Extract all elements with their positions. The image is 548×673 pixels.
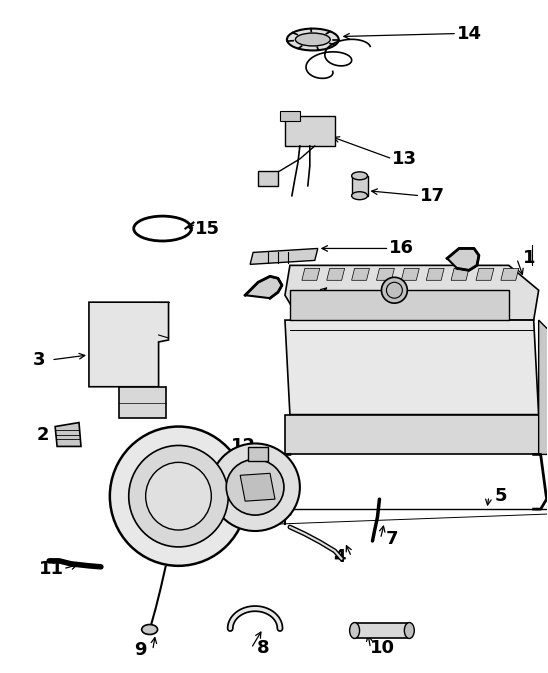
- Text: 8: 8: [257, 639, 270, 658]
- Text: 4: 4: [333, 548, 346, 566]
- Ellipse shape: [404, 623, 414, 639]
- Polygon shape: [451, 269, 469, 280]
- Polygon shape: [258, 171, 278, 186]
- Ellipse shape: [142, 625, 158, 635]
- Text: 3: 3: [33, 351, 45, 369]
- Text: 1: 1: [522, 250, 535, 267]
- Text: 2: 2: [37, 425, 49, 444]
- Polygon shape: [280, 111, 300, 121]
- Polygon shape: [327, 269, 345, 280]
- Polygon shape: [302, 269, 320, 280]
- Circle shape: [381, 277, 407, 303]
- Polygon shape: [245, 277, 282, 298]
- Text: 6: 6: [289, 296, 301, 314]
- Polygon shape: [352, 176, 368, 196]
- Ellipse shape: [287, 28, 339, 50]
- Polygon shape: [352, 269, 369, 280]
- Polygon shape: [447, 248, 479, 271]
- Ellipse shape: [352, 192, 368, 200]
- Text: 15: 15: [195, 219, 220, 238]
- Polygon shape: [290, 290, 509, 320]
- Text: 14: 14: [456, 24, 482, 42]
- Polygon shape: [285, 415, 539, 454]
- Ellipse shape: [129, 446, 228, 547]
- Polygon shape: [426, 269, 444, 280]
- Polygon shape: [476, 269, 494, 280]
- Text: 17: 17: [420, 186, 444, 205]
- Text: 10: 10: [370, 639, 395, 658]
- Polygon shape: [55, 423, 81, 446]
- Polygon shape: [501, 269, 519, 280]
- Polygon shape: [355, 623, 409, 639]
- Polygon shape: [89, 302, 169, 387]
- Text: 16: 16: [389, 240, 414, 258]
- Text: 7: 7: [386, 530, 398, 548]
- Ellipse shape: [146, 462, 212, 530]
- Polygon shape: [539, 320, 548, 454]
- Polygon shape: [248, 448, 268, 462]
- Polygon shape: [285, 116, 335, 146]
- Polygon shape: [119, 387, 165, 417]
- Polygon shape: [250, 248, 318, 264]
- Polygon shape: [376, 269, 395, 280]
- Ellipse shape: [295, 33, 330, 46]
- Polygon shape: [285, 265, 539, 320]
- Text: 5: 5: [495, 487, 507, 505]
- Ellipse shape: [352, 172, 368, 180]
- Ellipse shape: [350, 623, 359, 639]
- Ellipse shape: [226, 460, 284, 515]
- Text: 12: 12: [231, 437, 256, 456]
- Ellipse shape: [210, 444, 300, 531]
- Polygon shape: [401, 269, 419, 280]
- Polygon shape: [240, 473, 275, 501]
- Text: 13: 13: [392, 150, 417, 168]
- Text: 9: 9: [134, 641, 147, 660]
- Polygon shape: [285, 320, 539, 415]
- Ellipse shape: [110, 427, 247, 566]
- Text: 11: 11: [39, 560, 64, 578]
